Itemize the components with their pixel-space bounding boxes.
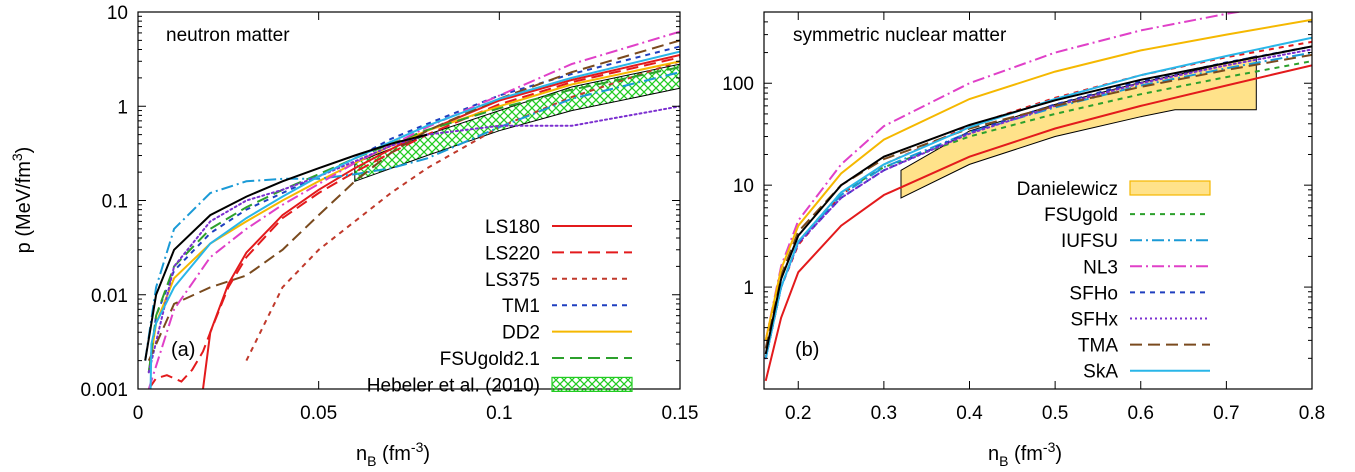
series-line-curve-0 <box>764 64 1312 382</box>
panel-a-legend: LS180 LS220 LS375 TM1 DD2 FSUgold2.1 Hebeler e… <box>367 217 633 396</box>
x-tick-label: 0.6 <box>1128 403 1154 424</box>
panel-b-band <box>900 55 1257 199</box>
legend-swatch-band <box>1129 180 1211 196</box>
legend-label: DD2 <box>502 323 540 344</box>
series-line-ls220 <box>147 56 680 389</box>
y-tick-label: 100 <box>722 74 754 95</box>
legend-label: Hebeler et al. (2010) <box>367 375 540 396</box>
band-danielewicz <box>900 55 1257 199</box>
panel-b-series <box>764 12 1312 382</box>
legend-label: LS375 <box>485 270 540 291</box>
series-line-curve-10 <box>764 45 1312 355</box>
panel-b-title: symmetric nuclear matter <box>793 25 1007 46</box>
series-line-dd2 <box>147 60 680 373</box>
legend-label: TMA <box>1078 336 1118 357</box>
x-tick-label: 0.15 <box>662 403 699 424</box>
panel-a-xlabel: nB (fm-3) <box>356 439 430 469</box>
series-line-ls375 <box>245 60 680 362</box>
legend-label: FSUgold2.1 <box>440 349 540 370</box>
band-hebeler <box>354 63 680 183</box>
y-tick-label: 1 <box>117 97 128 118</box>
x-tick-label: 0.4 <box>956 403 983 424</box>
series-line-ls180 <box>202 54 680 389</box>
y-tick-label: 10 <box>107 3 128 24</box>
x-tick-label: 0.05 <box>300 403 337 424</box>
legend-label: NL3 <box>1083 257 1118 278</box>
panel-b-xlabel: nB (fm-3) <box>988 439 1062 469</box>
x-tick-label: 0.7 <box>1213 403 1239 424</box>
y-tick-label: 1 <box>743 278 754 299</box>
panel-a-title: neutron matter <box>166 25 290 46</box>
panel-b-legend: Danielewicz FSUgold IUFSU NL3 SFHo SFHx TMA SkA <box>1017 179 1211 383</box>
series-line-fsugold2-1 <box>147 66 680 373</box>
x-tick-label: 0.2 <box>785 403 811 424</box>
legend-label: SFHx <box>1071 310 1119 331</box>
series-line-nl3 <box>764 12 1245 341</box>
panel-b-ticks: 0.2 0.3 0.4 0.5 0.6 0.7 0.8 1 10 100 <box>722 11 1325 424</box>
series-line-curve-11 <box>144 133 428 361</box>
panel-a-ylabel: p (MeV/fm3) <box>9 147 35 254</box>
panel-a: 0 0.05 0.1 0.15 0.001 0.01 0.1 1 10 neutron matt… <box>9 3 698 469</box>
x-tick-label: 0.3 <box>871 403 897 424</box>
legend-label: Danielewicz <box>1017 179 1118 200</box>
series-line-curve-9 <box>764 18 1312 341</box>
panel-b: 0.2 0.3 0.4 0.5 0.6 0.7 0.8 1 10 100 symmetric nu… <box>722 11 1325 469</box>
legend-label: TM1 <box>502 296 540 317</box>
legend-label: FSUgold <box>1044 205 1118 226</box>
y-tick-label: 0.01 <box>91 286 128 307</box>
legend-swatch-band <box>551 376 633 392</box>
legend-label: IUFSU <box>1061 231 1118 252</box>
panel-a-tag: (a) <box>171 339 195 361</box>
panel-b-tag: (b) <box>795 339 819 361</box>
panel-a-band <box>354 63 680 183</box>
series-line-curve-10 <box>149 50 680 389</box>
x-tick-label: 0.5 <box>1042 403 1068 424</box>
y-tick-label: 10 <box>733 176 754 197</box>
series-line-curve-9 <box>147 39 680 362</box>
legend-label: SkA <box>1083 362 1118 383</box>
series-line-curve-6 <box>144 71 680 361</box>
legend-label: SFHo <box>1069 283 1118 304</box>
y-tick-label: 0.001 <box>80 380 128 401</box>
x-tick-label: 0.8 <box>1299 403 1325 424</box>
panel-a-ticks: 0 0.05 0.1 0.15 0.001 0.01 0.1 1 10 <box>80 3 698 424</box>
y-tick-label: 0.1 <box>102 192 128 213</box>
panel-a-series <box>144 30 680 389</box>
legend-label: LS180 <box>485 217 540 238</box>
series-line-tma <box>764 53 1312 349</box>
x-tick-label: 0 <box>133 403 144 424</box>
series-line-ska <box>764 36 1312 359</box>
series-line-curve-8 <box>147 105 680 374</box>
legend-label: LS220 <box>485 243 540 264</box>
x-tick-label: 0.1 <box>486 403 512 424</box>
